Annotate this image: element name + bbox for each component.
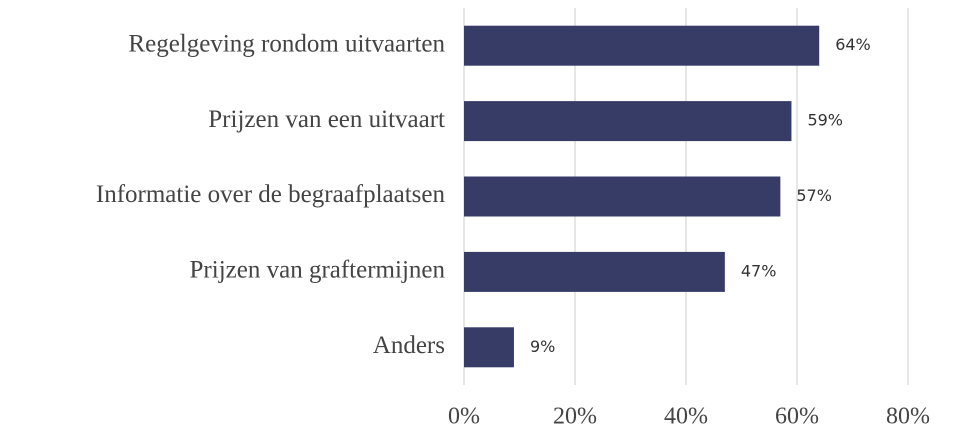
x-tick-label: 80% xyxy=(886,404,930,430)
x-tick-label: 20% xyxy=(553,404,597,430)
category-label: Informatie over de begraafplaatsen xyxy=(96,181,446,208)
x-tick-label: 0% xyxy=(448,404,480,430)
data-label: 57% xyxy=(796,186,832,205)
data-label: 47% xyxy=(741,261,777,280)
data-label: 64% xyxy=(835,35,871,54)
bar xyxy=(464,25,820,66)
category-label: Prijzen van een uitvaart xyxy=(208,106,445,133)
bar xyxy=(464,101,792,142)
category-label: Anders xyxy=(373,332,445,359)
bar xyxy=(464,176,781,217)
bar xyxy=(464,327,514,368)
category-label: Prijzen van graftermijnen xyxy=(190,257,446,284)
category-label: Regelgeving rondom uitvaarten xyxy=(128,30,445,57)
x-tick-label: 60% xyxy=(775,404,819,430)
x-tick-label: 40% xyxy=(664,404,708,430)
bar xyxy=(464,251,725,292)
data-label: 9% xyxy=(530,337,555,356)
data-label: 59% xyxy=(807,111,843,130)
